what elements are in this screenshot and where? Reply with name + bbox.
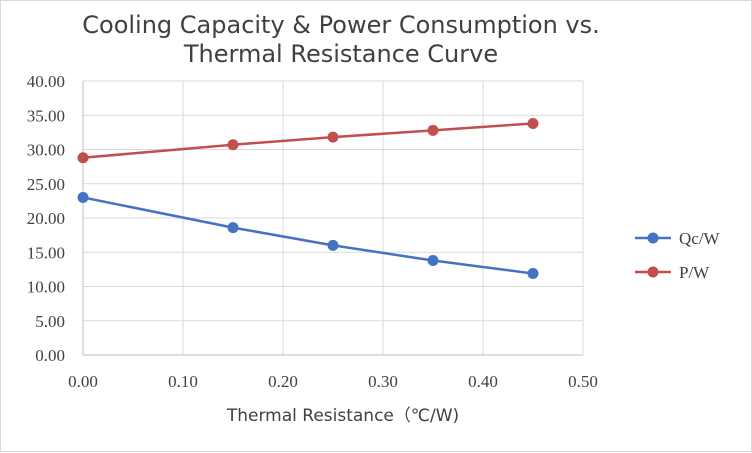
- data-point-qc: [527, 267, 539, 279]
- data-point-qc: [327, 239, 339, 251]
- x-tick-label: 0.20: [268, 372, 298, 391]
- data-point-qc: [427, 254, 439, 266]
- legend-label: P/W: [679, 263, 710, 282]
- legend-marker: [647, 232, 659, 244]
- y-tick-label: 20.00: [27, 209, 65, 228]
- legend-label: Qc/W: [679, 229, 721, 248]
- data-point-p: [77, 152, 89, 164]
- x-tick-label: 0.40: [468, 372, 498, 391]
- data-point-p: [527, 117, 539, 129]
- y-tick-label: 5.00: [35, 312, 65, 331]
- series-line-p: [82, 122, 534, 159]
- data-point-p: [227, 139, 239, 151]
- data-point-p: [327, 131, 339, 143]
- legend-marker: [647, 266, 659, 278]
- x-axis-label: Thermal Resistance（℃/W): [226, 406, 459, 426]
- data-point-p: [427, 124, 439, 136]
- y-tick-label: 0.00: [35, 346, 65, 365]
- y-tick-label: 15.00: [27, 243, 65, 262]
- data-point-qc: [77, 191, 89, 203]
- y-tick-label: 25.00: [27, 175, 65, 194]
- x-tick-label: 0.30: [368, 372, 398, 391]
- x-tick-label: 0.50: [568, 372, 598, 391]
- x-tick-label: 0.10: [168, 372, 198, 391]
- x-tick-label: 0.00: [68, 372, 98, 391]
- y-tick-label: 10.00: [27, 278, 65, 297]
- y-tick-label: 30.00: [27, 141, 65, 160]
- y-tick-label: 40.00: [27, 72, 65, 91]
- chart-title: Cooling Capacity & Power Consumption vs.…: [82, 11, 600, 68]
- data-point-qc: [227, 222, 239, 234]
- y-tick-label: 35.00: [27, 106, 65, 125]
- series-line-qc: [82, 196, 534, 275]
